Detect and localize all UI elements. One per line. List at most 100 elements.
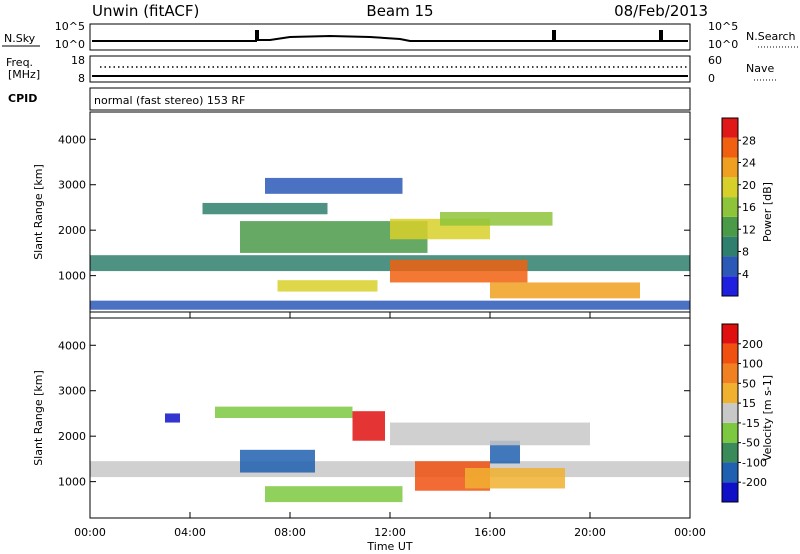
velocity-colorbar-segment-2	[722, 442, 738, 463]
velocity-ytick-label-2: 3000	[58, 385, 86, 398]
velocity-region-0	[90, 461, 690, 478]
noise-search-label: N.Search	[746, 30, 796, 43]
cpid-label: CPID	[8, 92, 37, 105]
velocity-ytick-label-1: 2000	[58, 430, 86, 443]
velocity-colorbar: 200 100 50 15 -15 -50 -100 -200	[721, 323, 767, 503]
power-region-7	[440, 212, 553, 226]
power-colorbar-segment-2	[722, 236, 738, 257]
power-colorbar-segment-1	[722, 256, 738, 277]
velocity-colorbar-segment-4	[722, 403, 738, 423]
velocity-region-1	[165, 413, 180, 423]
power-region-6	[490, 282, 640, 299]
velocity-region-8	[390, 422, 590, 446]
freq-left-tick-high: 18	[71, 54, 85, 67]
noise-sky-label: N.Sky	[4, 32, 36, 45]
freq-label-line2: [MHz]	[8, 68, 40, 81]
power-colorbar-segment-5	[722, 177, 738, 198]
noise-sky-line	[92, 30, 688, 42]
velocity-cbtick-label-3: 15	[742, 397, 756, 410]
noise-panel-frame	[89, 23, 691, 51]
power-region-8	[265, 177, 403, 194]
velocity-cbtick-label-5: -50	[742, 437, 760, 450]
power-cbtick-label-4: 20	[742, 179, 756, 192]
velocity-colorbar-segment-6	[722, 363, 738, 384]
power-colorbar: 4 8 12 16 20 24 28	[721, 117, 756, 297]
velocity-region-9	[240, 449, 315, 473]
cpid-mode: normal (fast stereo) 153 RF	[94, 94, 245, 107]
velocity-region-7	[490, 440, 520, 464]
power-region-5	[390, 259, 528, 283]
velocity-region-3	[265, 486, 403, 503]
power-colorbar-segment-7	[722, 137, 738, 158]
power-colorbar-segment-3	[722, 216, 738, 237]
velocity-region-4	[352, 411, 385, 441]
power-colorbar-segment-6	[722, 157, 738, 178]
noise-panel: N.Sky 10^5 10^0 10^5 10^0 N.Search	[2, 20, 798, 51]
power-colorbar-segment-0	[722, 276, 738, 296]
power-ytick-label-0: 1000	[58, 270, 86, 283]
freq-right-tick-low: 0	[708, 72, 715, 85]
xtick-label-0: 00:00	[74, 526, 106, 539]
velocity-ytick-label-0: 1000	[58, 476, 86, 489]
noise-left-tick-high: 10^5	[55, 20, 85, 33]
nave-label: Nave	[746, 62, 774, 75]
velocity-region-2	[215, 406, 353, 418]
velocity-colorbar-segment-1	[722, 462, 738, 483]
velocity-ytick-label-3: 4000	[58, 339, 86, 352]
xtick-label-5: 20:00	[574, 526, 606, 539]
velocity-panel: 1000 2000 3000 4000 Slant Range [km] 200 100…	[32, 317, 774, 519]
xtick-label-3: 12:00	[374, 526, 406, 539]
power-ylabel: Slant Range [km]	[32, 164, 45, 260]
date-title: 08/Feb/2013	[614, 2, 708, 20]
velocity-colorbar-segment-5	[722, 383, 738, 404]
velocity-colorbar-frame	[721, 323, 739, 503]
freq-left-tick-low: 8	[78, 72, 85, 85]
velocity-region-6	[465, 468, 565, 489]
velocity-cbtick-label-1: 100	[742, 358, 763, 371]
power-panel: 1000 2000 3000 4000 Slant Range [km] 4 8 12 16…	[32, 111, 774, 313]
power-colorbar-label: Power [dB]	[761, 182, 774, 242]
velocity-ylabel: Slant Range [km]	[32, 370, 45, 466]
xtick-label-2: 08:00	[274, 526, 306, 539]
velocity-cbtick-label-2: 50	[742, 377, 756, 390]
velocity-colorbar-label: Velocity [m s-1]	[761, 375, 774, 461]
power-region-9	[90, 300, 690, 310]
power-y-axis: 1000 2000 3000 4000	[58, 133, 690, 283]
power-cbtick-label-6: 28	[742, 134, 756, 147]
velocity-colorbar-segment-3	[722, 422, 738, 443]
cpid-panel: CPID normal (fast stereo) 153 RF	[8, 87, 691, 111]
noise-right-tick-high: 10^5	[708, 20, 738, 33]
freq-right-tick-high: 60	[708, 54, 722, 67]
x-axis-label: Time UT	[366, 540, 412, 553]
velocity-cbtick-label-0: 200	[742, 338, 763, 351]
freq-label-line1: Freq.	[6, 56, 33, 69]
velocity-cbtick-label-7: -200	[742, 476, 767, 489]
velocity-cbtick-label-6: -100	[742, 456, 767, 469]
velocity-colorbar-segment-7	[722, 343, 738, 364]
power-ytick-label-1: 2000	[58, 224, 86, 237]
power-cbtick-label-1: 8	[742, 246, 749, 259]
cpid-panel-frame	[89, 87, 691, 111]
power-ytick-label-2: 3000	[58, 179, 86, 192]
noise-left-tick-low: 10^0	[55, 38, 85, 51]
power-region-1	[202, 202, 328, 215]
power-colorbar-segment-4	[722, 197, 738, 217]
power-heatmap	[90, 177, 690, 310]
freq-panel-frame	[89, 55, 691, 83]
power-region-3	[277, 280, 378, 292]
power-colorbar-segment-8	[722, 118, 738, 138]
xtick-label-6: 00:00	[674, 526, 706, 539]
beam-title: Beam 15	[366, 2, 433, 20]
xtick-label-1: 04:00	[174, 526, 206, 539]
velocity-heatmap	[90, 406, 690, 503]
freq-panel: Freq. [MHz] 18 8 60 0 Nave	[6, 54, 778, 85]
power-cbtick-label-0: 4	[742, 268, 749, 281]
time-x-axis: 00:00 04:00 08:00 12:00 16:00 20:00 00:00	[74, 312, 706, 539]
noise-right-tick-low: 10^0	[708, 38, 738, 51]
station-title: Unwin (fitACF)	[92, 2, 199, 20]
power-cbtick-label-2: 12	[742, 223, 756, 236]
power-cbtick-label-5: 24	[742, 157, 756, 170]
velocity-y-axis: 1000 2000 3000 4000	[58, 339, 690, 489]
velocity-colorbar-segment-0	[722, 482, 738, 502]
